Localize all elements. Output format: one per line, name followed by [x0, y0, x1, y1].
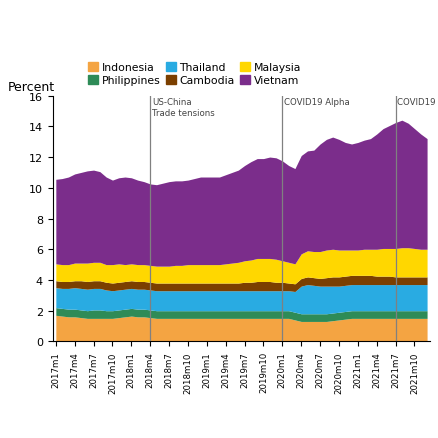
Text: COVID19 Delta: COVID19 Delta: [396, 98, 438, 107]
Text: COVID19 Alpha: COVID19 Alpha: [283, 98, 349, 107]
Text: US-China
Trade tensions: US-China Trade tensions: [152, 98, 214, 118]
Legend: Indonesia, Philippines, Thailand, Cambodia, Malaysia, Vietnam: Indonesia, Philippines, Thailand, Cambod…: [88, 63, 300, 86]
Text: Percent: Percent: [7, 81, 54, 94]
